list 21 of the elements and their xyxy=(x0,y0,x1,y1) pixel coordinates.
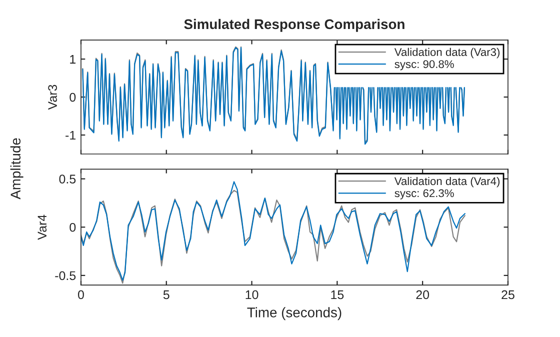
x-tick-label: 0 xyxy=(78,290,84,300)
y-tick-label: -1 xyxy=(66,130,76,140)
x-tick-label: 20 xyxy=(416,290,430,300)
y-axis-title: Var4 xyxy=(38,214,47,240)
x-tick-label: 5 xyxy=(163,290,170,300)
y-axis-title: Var3 xyxy=(48,84,57,110)
legend-label: sysc: 62.3% xyxy=(394,189,454,200)
y-tick-label: 0 xyxy=(70,222,76,232)
y-tick-label: 0 xyxy=(70,92,76,102)
legend-label: Validation data (Var4) xyxy=(394,176,500,188)
y-tick-label: -0.5 xyxy=(55,271,76,280)
x-tick-label: 25 xyxy=(502,290,514,300)
text: Amplitude xyxy=(10,138,24,200)
x-tick-label: 15 xyxy=(331,290,344,300)
chart-title: Simulated Response Comparison xyxy=(184,18,404,32)
y-tick-label: 0.5 xyxy=(59,174,76,184)
legend-label: Validation data (Var3) xyxy=(394,48,500,58)
y-tick-label: 1 xyxy=(70,55,76,64)
legend-label: sysc: 90.8% xyxy=(394,60,454,70)
x-tick-label: 10 xyxy=(246,290,258,300)
x-axis-title: Time (seconds) xyxy=(247,307,342,320)
